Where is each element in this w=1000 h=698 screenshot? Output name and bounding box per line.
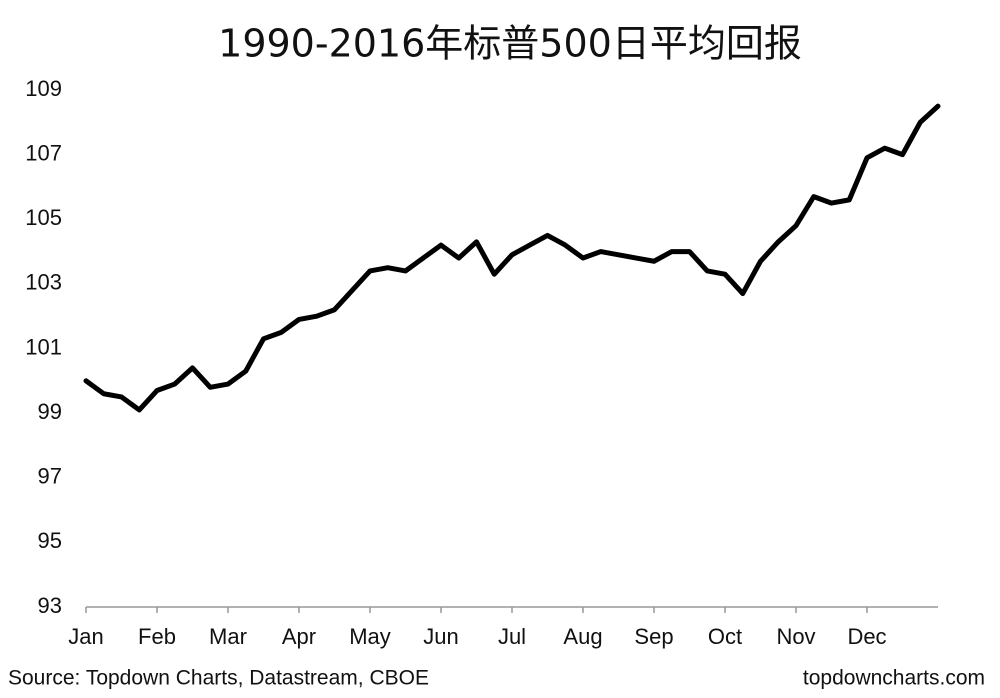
watermark: topdowncharts.com	[803, 667, 985, 690]
x-tick-label: Nov	[776, 624, 815, 649]
y-tick-label: 101	[25, 334, 62, 359]
y-tick-label: 109	[25, 76, 62, 101]
x-tick-label: Jun	[423, 624, 458, 649]
y-tick-label: 105	[25, 205, 62, 230]
y-tick-label: 95	[38, 528, 62, 553]
y-tick-label: 107	[25, 140, 62, 165]
x-tick-label: May	[349, 624, 391, 649]
data-line	[83, 103, 941, 413]
x-tick-label: Jan	[68, 624, 103, 649]
y-tick-label: 93	[38, 593, 62, 618]
y-tick-label: 97	[38, 464, 62, 489]
x-tick-label: Oct	[708, 624, 742, 649]
x-tick-label: Dec	[847, 624, 886, 649]
y-tick-label: 99	[38, 399, 62, 424]
x-tick-label: Feb	[138, 624, 176, 649]
x-tick-label: Jul	[498, 624, 526, 649]
y-tick-label: 103	[25, 270, 62, 295]
source-note: Source: Topdown Charts, Datastream, CBOE	[8, 667, 429, 690]
x-tick-label: Aug	[563, 624, 602, 649]
x-tick-label: Sep	[634, 624, 673, 649]
chart-title: 1990-2016年标普500日平均回报	[218, 22, 802, 66]
x-tick-label: Apr	[282, 624, 316, 649]
x-tick-label: Mar	[209, 624, 247, 649]
